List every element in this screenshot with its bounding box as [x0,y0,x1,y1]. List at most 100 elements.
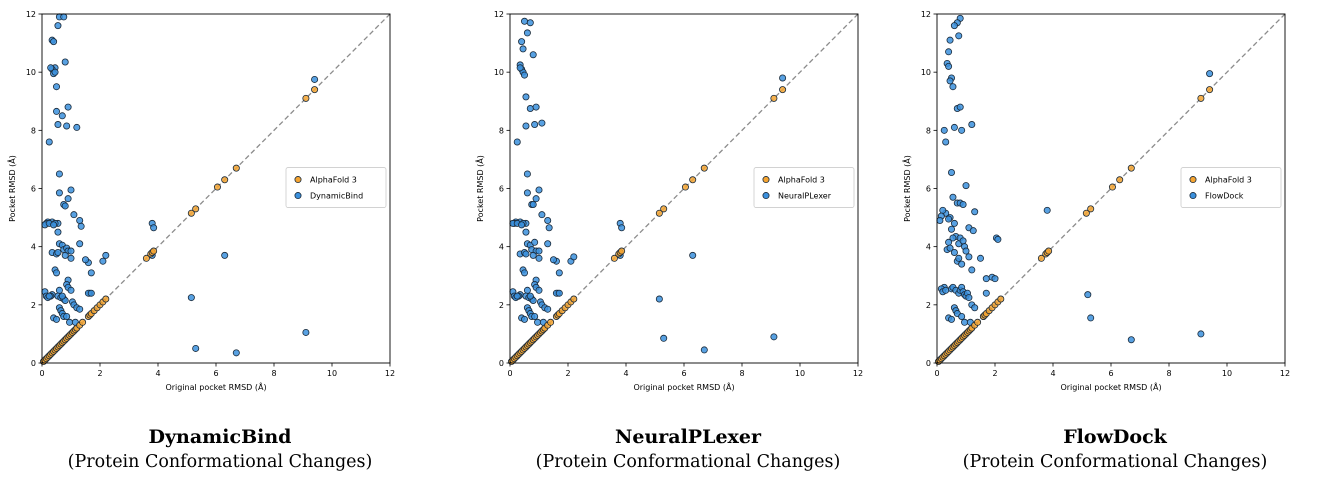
data-point [54,248,62,256]
data-point [77,222,85,230]
data-point [58,292,66,300]
data-point [991,275,999,283]
data-point [311,86,319,94]
data-point [940,126,948,134]
data-point [63,122,71,130]
data-point [76,240,84,248]
data-point [655,209,663,217]
data-point [955,254,963,262]
data-point [660,205,668,213]
data-point [961,318,969,326]
data-point [73,123,81,131]
data-point [779,74,787,82]
data-point [950,123,958,131]
data-point [968,121,976,129]
data-point [61,251,69,259]
data-point [945,62,953,70]
data-point [531,312,539,320]
data-point [969,227,977,235]
data-point [977,254,985,262]
data-point [63,312,71,320]
x-tick-label: 2 [992,369,997,378]
y-tick-label: 4 [499,243,504,252]
y-tick-label: 0 [31,359,36,368]
data-point [513,138,521,146]
data-point [950,219,958,227]
data-point [522,93,530,101]
legend-marker [294,192,302,200]
data-point [945,238,953,246]
legend-marker [1189,176,1197,184]
data-point [521,71,529,79]
data-point [948,225,956,233]
data-point [221,176,229,184]
legend-label: AlphaFold 3 [778,176,825,185]
data-point [544,216,552,224]
data-point [521,315,529,323]
x-tick-label: 12 [1280,369,1290,378]
x-tick-label: 0 [507,369,512,378]
data-point [531,121,539,129]
y-tick-label: 12 [26,10,36,19]
data-point [1082,209,1090,217]
data-point [939,206,947,214]
data-point [971,208,979,216]
legend-marker [1189,192,1197,200]
data-point [1043,206,1051,214]
data-point [55,170,63,178]
data-point [45,138,53,146]
x-tick-label: 4 [623,369,628,378]
data-point [535,286,543,294]
data-point [942,138,950,146]
data-point [1087,205,1095,213]
data-point [76,216,84,224]
data-point [962,247,970,255]
y-tick-label: 12 [921,10,931,19]
legend-label: DynamicBind [310,192,363,201]
chart-panel-dynamicbind: 0 2 4 6 8 10 12 0 2 4 6 8 10 12 Original pocket RMSD (… [0,0,440,478]
series-dynamicbind [41,13,319,357]
legend-box [285,167,387,208]
y-tick-label: 6 [31,185,36,194]
caption-title: FlowDock [1063,426,1167,448]
data-point [538,211,546,219]
data-point [192,205,200,213]
series-neuralplexer [509,17,787,354]
x-tick-label: 4 [155,369,160,378]
y-tick-label: 10 [921,68,931,77]
data-point [544,240,552,248]
x-tick-label: 8 [271,369,276,378]
legend-label: AlphaFold 3 [1205,176,1252,185]
x-tick-label: 2 [97,369,102,378]
data-point [54,228,62,236]
data-point [950,248,958,256]
data-point [150,247,158,255]
data-point [1127,336,1135,344]
data-point [302,94,310,102]
y-tick-label: 4 [31,243,36,252]
y-tick-label: 2 [31,301,36,310]
data-point [102,295,110,303]
data-point [523,189,531,197]
x-tick-label: 10 [795,369,805,378]
data-point [700,346,708,354]
x-tick-label: 10 [1222,369,1232,378]
data-point [689,176,697,184]
y-tick-label: 12 [494,10,504,19]
data-point [655,295,663,303]
y-tick-label: 8 [499,126,504,135]
data-point [523,170,531,178]
data-point [221,251,229,259]
y-tick-label: 0 [499,359,504,368]
data-point [1197,330,1205,338]
y-tick-label: 10 [494,68,504,77]
data-point [522,228,530,236]
data-point [67,247,75,255]
data-point [67,186,75,194]
legend-marker [294,176,302,184]
data-point [531,238,539,246]
legend-label: FlowDock [1205,192,1244,201]
data-point [99,257,107,265]
caption-title: DynamicBind [148,426,292,448]
scatter-plot-dynamicbind: 0 2 4 6 8 10 12 0 2 4 6 8 10 12 Original pocket RMSD (… [6,10,395,392]
